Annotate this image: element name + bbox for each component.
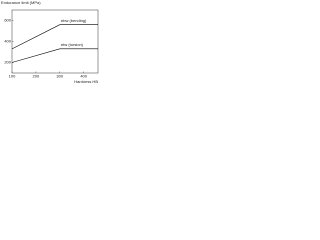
y-tick-label: 200 [4,60,11,65]
x-axis-title: Hardness HB [74,79,98,84]
x-tick-label: 300 [56,74,63,79]
y-tick-label: 400 [4,39,11,44]
series-label: σbw (bending) [61,18,87,23]
line [11,24,98,50]
x-tick-label: 200 [33,74,40,79]
y-axis-title: Endurance limit (MPa) [1,0,41,5]
x-tick-label: 400 [80,74,87,79]
y-tick-label: 600 [4,18,11,23]
series-label: σtw (torsion) [61,42,84,47]
x-tick-label: 100 [9,74,16,79]
chart: Endurance limit (MPa) Hardness HB 200 400… [1,0,98,84]
line [11,48,98,63]
